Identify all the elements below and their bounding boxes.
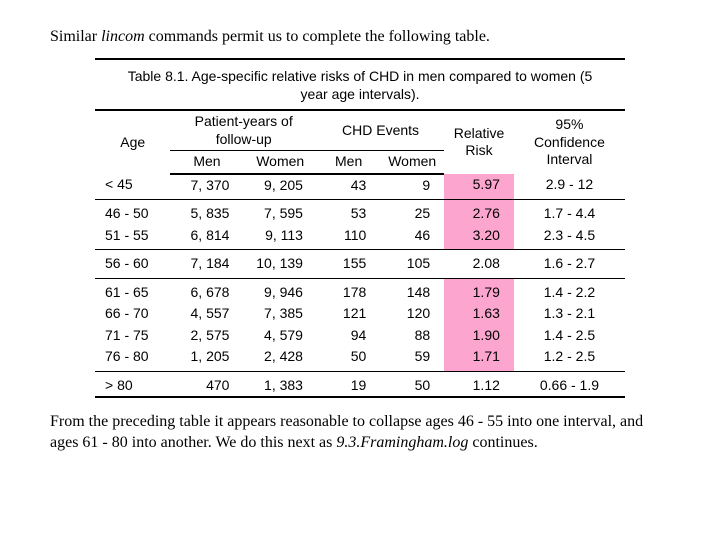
- cell-py-women: 4, 579: [243, 325, 317, 347]
- outro-italic: 9.3.Framingham.log: [336, 434, 468, 451]
- cell-ev-men: 110: [317, 225, 380, 250]
- cell-ev-women: 25: [380, 200, 444, 225]
- cell-py-women: 9, 113: [243, 225, 317, 250]
- cell-ev-women: 88: [380, 325, 444, 347]
- table-container: Table 8.1. Age-specific relative risks o…: [95, 58, 625, 398]
- cell-py-women: 10, 139: [243, 250, 317, 279]
- cell-ci: 2.9 - 12: [514, 174, 625, 200]
- cell-age: 61 - 65: [95, 278, 170, 303]
- cell-ci: 1.4 - 2.2: [514, 278, 625, 303]
- col-py-women: Women: [243, 151, 317, 174]
- cell-age: 76 - 80: [95, 346, 170, 371]
- cell-rr: 2.76: [444, 200, 514, 225]
- cell-ev-men: 94: [317, 325, 380, 347]
- cell-ev-men: 19: [317, 371, 380, 397]
- cell-py-men: 470: [170, 371, 243, 397]
- table-row: 66 - 704, 5577, 3851211201.631.3 - 2.1: [95, 303, 625, 325]
- cell-rr: 1.71: [444, 346, 514, 371]
- data-table: Age Patient-years of follow-up CHD Event…: [95, 109, 625, 398]
- table-row: > 804701, 38319501.120.66 - 1.9: [95, 371, 625, 397]
- col-py: Patient-years of follow-up: [170, 110, 317, 151]
- cell-py-men: 7, 370: [170, 174, 243, 200]
- intro-text: Similar lincom commands permit us to com…: [50, 28, 670, 46]
- cell-py-men: 6, 814: [170, 225, 243, 250]
- table-row: 76 - 801, 2052, 42850591.711.2 - 2.5: [95, 346, 625, 371]
- cell-py-men: 2, 575: [170, 325, 243, 347]
- cell-ev-men: 178: [317, 278, 380, 303]
- cell-rr: 1.90: [444, 325, 514, 347]
- cell-ev-women: 105: [380, 250, 444, 279]
- cell-py-women: 1, 383: [243, 371, 317, 397]
- cell-ev-women: 9: [380, 174, 444, 200]
- cell-rr: 2.08: [444, 250, 514, 279]
- outro-text: From the preceding table it appears reas…: [50, 412, 670, 454]
- cell-age: 46 - 50: [95, 200, 170, 225]
- cell-py-women: 7, 595: [243, 200, 317, 225]
- cell-ci: 0.66 - 1.9: [514, 371, 625, 397]
- cell-py-men: 4, 557: [170, 303, 243, 325]
- cell-ci: 1.2 - 2.5: [514, 346, 625, 371]
- cell-ev-men: 53: [317, 200, 380, 225]
- table-row: 71 - 752, 5754, 57994881.901.4 - 2.5: [95, 325, 625, 347]
- cell-ci: 1.4 - 2.5: [514, 325, 625, 347]
- cell-age: 66 - 70: [95, 303, 170, 325]
- cell-ci: 1.6 - 2.7: [514, 250, 625, 279]
- col-ev-men: Men: [317, 151, 380, 174]
- cell-rr: 3.20: [444, 225, 514, 250]
- cell-rr: 1.63: [444, 303, 514, 325]
- cell-ev-women: 59: [380, 346, 444, 371]
- cell-ev-men: 155: [317, 250, 380, 279]
- cell-rr: 1.79: [444, 278, 514, 303]
- cell-py-men: 7, 184: [170, 250, 243, 279]
- intro-italic: lincom: [101, 28, 145, 45]
- table-row: 56 - 607, 18410, 1391551052.081.6 - 2.7: [95, 250, 625, 279]
- cell-ev-men: 50: [317, 346, 380, 371]
- col-ci: 95% Confidence Interval: [514, 110, 625, 174]
- col-rr: Relative Risk: [444, 110, 514, 174]
- cell-ev-women: 120: [380, 303, 444, 325]
- cell-py-women: 9, 205: [243, 174, 317, 200]
- table-row: 46 - 505, 8357, 59553252.761.7 - 4.4: [95, 200, 625, 225]
- cell-rr: 5.97: [444, 174, 514, 200]
- cell-rr: 1.12: [444, 371, 514, 397]
- intro-suffix: commands permit us to complete the follo…: [145, 28, 490, 45]
- cell-ev-men: 121: [317, 303, 380, 325]
- cell-py-men: 1, 205: [170, 346, 243, 371]
- cell-py-women: 2, 428: [243, 346, 317, 371]
- cell-py-women: 9, 946: [243, 278, 317, 303]
- cell-age: < 45: [95, 174, 170, 200]
- cell-ci: 1.3 - 2.1: [514, 303, 625, 325]
- col-py-men: Men: [170, 151, 243, 174]
- table-row: < 457, 3709, 2054395.972.9 - 12: [95, 174, 625, 200]
- cell-age: 51 - 55: [95, 225, 170, 250]
- intro-prefix: Similar: [50, 28, 101, 45]
- cell-age: > 80: [95, 371, 170, 397]
- col-age: Age: [95, 110, 170, 174]
- cell-py-women: 7, 385: [243, 303, 317, 325]
- cell-ev-women: 148: [380, 278, 444, 303]
- cell-age: 71 - 75: [95, 325, 170, 347]
- cell-ci: 2.3 - 4.5: [514, 225, 625, 250]
- col-events: CHD Events: [317, 110, 444, 151]
- table-row: 51 - 556, 8149, 113110463.202.3 - 4.5: [95, 225, 625, 250]
- cell-py-men: 6, 678: [170, 278, 243, 303]
- col-ev-women: Women: [380, 151, 444, 174]
- outro-line2: continues.: [468, 434, 537, 451]
- cell-py-men: 5, 835: [170, 200, 243, 225]
- cell-ev-women: 50: [380, 371, 444, 397]
- table-caption: Table 8.1. Age-specific relative risks o…: [95, 58, 625, 109]
- table-row: 61 - 656, 6789, 9461781481.791.4 - 2.2: [95, 278, 625, 303]
- cell-ev-women: 46: [380, 225, 444, 250]
- cell-ci: 1.7 - 4.4: [514, 200, 625, 225]
- cell-age: 56 - 60: [95, 250, 170, 279]
- cell-ev-men: 43: [317, 174, 380, 200]
